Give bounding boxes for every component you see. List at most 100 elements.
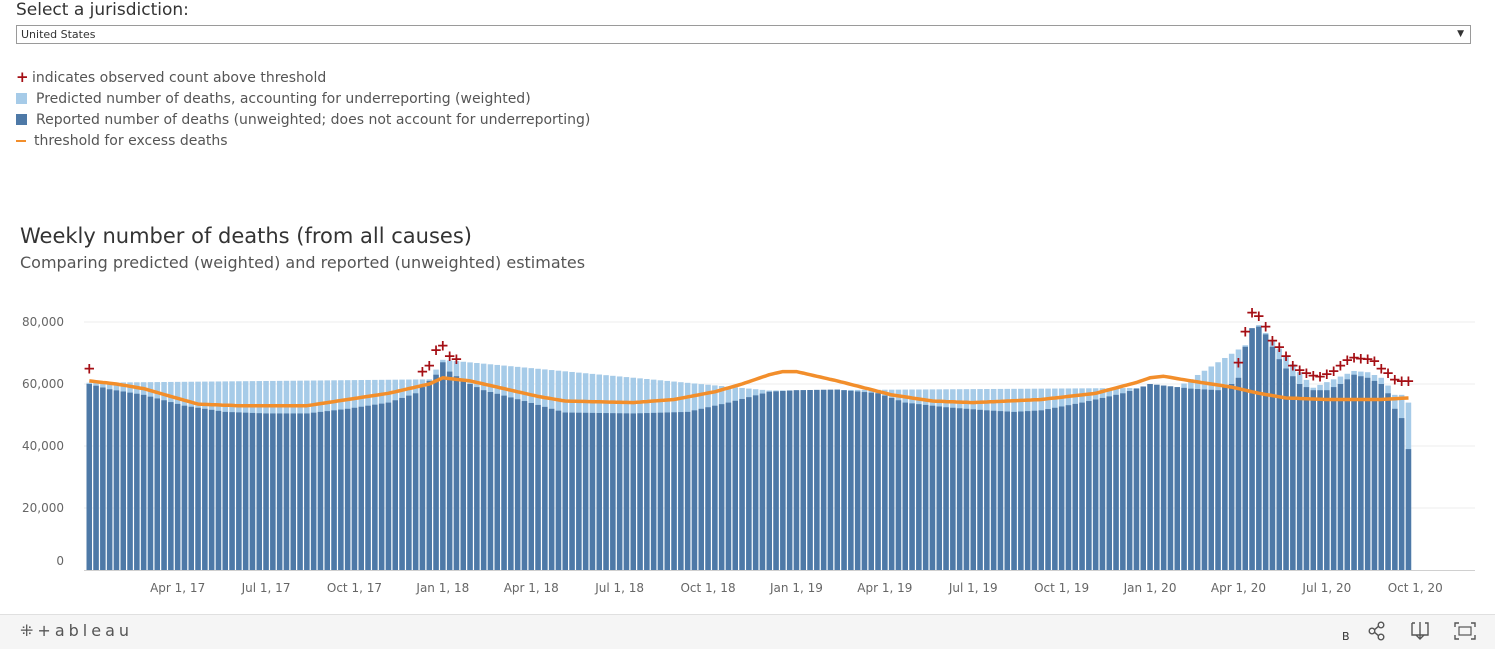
reported-bar <box>569 412 575 570</box>
above-threshold-marker: + <box>1239 322 1252 340</box>
reported-bar <box>161 400 167 570</box>
chart-subtitle: Comparing predicted (weighted) and repor… <box>20 253 586 272</box>
x-tick-label: Oct 1, 20 <box>1388 581 1443 595</box>
chevron-down-icon[interactable]: ▼ <box>1457 29 1464 39</box>
reported-bar <box>555 410 562 570</box>
above-threshold-marker: + <box>443 347 456 365</box>
reported-bar <box>358 406 364 570</box>
x-tick-label: Apr 1, 18 <box>504 581 559 595</box>
reported-bar <box>1018 411 1024 570</box>
above-threshold-marker: + <box>450 350 463 368</box>
above-threshold-marker: + <box>437 336 450 354</box>
above-threshold-marker: + <box>430 341 443 359</box>
reported-bar <box>113 390 120 570</box>
reported-bar <box>576 412 582 570</box>
x-tick-label: Jan 1, 18 <box>415 581 469 595</box>
reported-bar <box>460 380 466 570</box>
reported-bar <box>542 406 548 570</box>
reported-swatch <box>16 114 27 125</box>
reported-bar <box>453 376 460 570</box>
reported-bar <box>222 411 228 570</box>
reported-bar <box>691 410 698 570</box>
reported-bar <box>236 412 242 570</box>
reported-bar <box>623 413 630 570</box>
reported-bar <box>671 412 677 570</box>
reported-bar <box>1086 401 1092 570</box>
above-threshold-marker: + <box>83 360 96 378</box>
y-tick-label: 40,000 <box>22 439 64 453</box>
reported-bar <box>610 413 616 570</box>
reported-bar <box>1208 389 1214 570</box>
reported-bar <box>657 412 664 570</box>
x-tick-label: Jul 1, 20 <box>1301 581 1351 595</box>
above-threshold-marker: + <box>1368 352 1381 370</box>
reported-bar <box>1228 384 1235 570</box>
reported-bar <box>426 380 432 570</box>
reported-bar <box>936 406 942 570</box>
reported-bar <box>956 408 963 570</box>
reported-bar <box>827 389 834 570</box>
reported-bar <box>773 391 779 570</box>
reported-bar <box>1344 379 1350 570</box>
share-icon[interactable] <box>1365 619 1391 643</box>
reported-bar <box>208 409 215 570</box>
reported-bar <box>297 413 303 570</box>
reported-bar <box>1242 346 1248 570</box>
reported-bar <box>392 400 398 570</box>
legend-item-plus[interactable]: + indicates observed count above thresho… <box>16 67 590 88</box>
reported-bar <box>1072 403 1078 570</box>
fullscreen-icon[interactable] <box>1452 619 1478 643</box>
reported-bar <box>385 402 392 570</box>
above-threshold-marker: + <box>1280 347 1293 365</box>
reported-bar <box>705 407 711 570</box>
reported-bar <box>480 390 487 570</box>
tableau-logo[interactable]: ⁜+ableau <box>20 621 133 640</box>
reported-bar <box>1079 402 1085 570</box>
reported-bar <box>310 412 317 570</box>
reported-bar <box>263 413 269 570</box>
reported-bar <box>650 412 657 570</box>
above-threshold-marker: + <box>1334 356 1347 374</box>
reported-bar <box>514 399 521 570</box>
reported-bar <box>1405 449 1412 570</box>
reported-bar <box>1113 394 1119 570</box>
above-threshold-marker: + <box>416 363 429 381</box>
legend-predicted-label: Predicted number of deaths, accounting f… <box>36 90 531 107</box>
reported-bar <box>1358 376 1364 570</box>
x-tick-label: Jul 1, 18 <box>594 581 644 595</box>
reported-bar <box>732 400 738 570</box>
reported-bar <box>895 400 902 570</box>
reported-bar <box>861 392 868 570</box>
legend-plus-label: indicates observed count above threshold <box>32 69 327 86</box>
threshold-line <box>89 369 1409 408</box>
reported-bar <box>1126 391 1133 570</box>
legend-item-predicted[interactable]: Predicted number of deaths, accounting f… <box>16 88 590 109</box>
download-icon[interactable] <box>1407 619 1433 643</box>
jurisdiction-select[interactable]: United States ▼ <box>16 25 1471 44</box>
reported-bar <box>535 404 541 570</box>
above-threshold-marker: + <box>1232 353 1245 371</box>
above-threshold-marker: + <box>1395 372 1408 390</box>
y-tick-label: 80,000 <box>22 315 64 329</box>
reported-bar <box>548 408 555 570</box>
reported-bar <box>582 412 589 570</box>
reported-bar <box>1120 393 1126 570</box>
reported-bar <box>786 390 793 570</box>
reported-bar <box>154 398 160 570</box>
reported-bar <box>1031 410 1038 570</box>
x-tick-label: Apr 1, 17 <box>150 581 205 595</box>
reported-bar <box>1249 328 1255 570</box>
legend-item-threshold[interactable]: threshold for excess deaths <box>16 130 590 151</box>
reported-bar <box>1222 387 1228 570</box>
reported-bar <box>1290 376 1296 570</box>
reported-bar <box>372 404 378 570</box>
above-threshold-marker: + <box>1361 350 1374 368</box>
reported-bar <box>1167 386 1174 570</box>
above-threshold-marker: + <box>1273 338 1286 356</box>
reported-bar <box>494 393 500 570</box>
above-threshold-marker: + <box>423 356 436 374</box>
reported-bar <box>888 397 895 570</box>
legend-item-reported[interactable]: Reported number of deaths (unweighted; d… <box>16 109 590 130</box>
reported-bar <box>1269 346 1276 570</box>
